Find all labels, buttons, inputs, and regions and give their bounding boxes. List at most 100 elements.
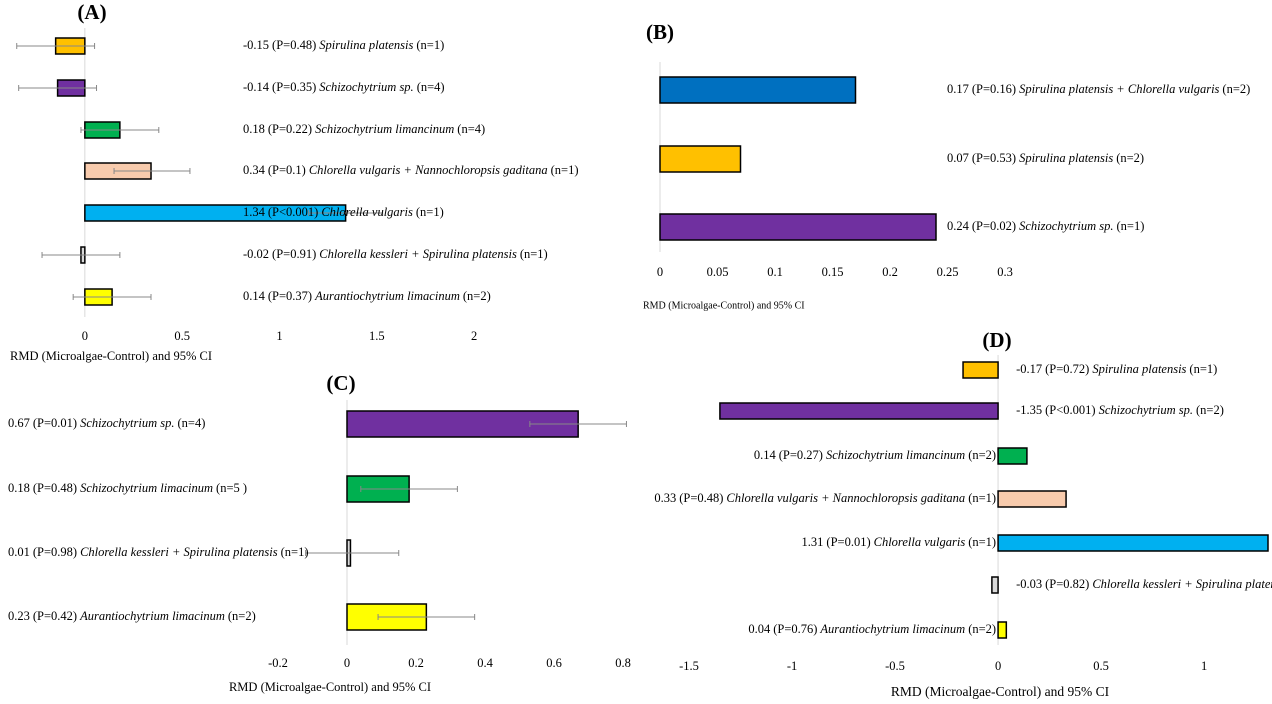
n-label: (n=2) [1222, 82, 1250, 96]
n-label: (n=1) [520, 247, 548, 261]
bar-label: -0.15 (P=0.48) Spirulina platensis (n=1) [243, 38, 444, 52]
bar-label: -0.17 (P=0.72) Spirulina platensis (n=1) [1016, 362, 1217, 376]
value-label: 0.01 [8, 545, 30, 559]
value-label: 0.23 [8, 609, 30, 623]
p-value: (P=0.48) [272, 38, 316, 52]
bar-label: 0.18 (P=0.48) Schizochytrium limacinum (n=5… [8, 481, 247, 495]
n-label: (n=1) [968, 491, 996, 505]
n-label: (n=2) [968, 622, 996, 636]
p-value: (P=0.91) [272, 247, 316, 261]
species: Spirulina platensis + Chlorella vulgaris [1019, 82, 1219, 96]
species: Chlorella kessleri + Spirulina platensis [319, 247, 517, 261]
bar-label: 0.33 (P=0.48) Chlorella vulgaris + Nannoch… [654, 491, 996, 505]
species: Chlorella kessleri + Spirulina platensis [1092, 577, 1272, 591]
bar-label: 1.31 (P=0.01) Chlorella vulgaris (n=1) [802, 535, 997, 549]
n-label: (n=1) [281, 545, 309, 559]
species: Chlorella vulgaris + Nannochloropsis gad… [309, 163, 548, 177]
p-value: (P<0.001) [1045, 403, 1095, 417]
p-value: (P=0.98) [33, 545, 77, 559]
p-value: (P=0.35) [272, 80, 316, 94]
species: Schizochytrium limacinum [80, 481, 213, 495]
value-label: 1.34 [243, 205, 266, 219]
bar-label: 0.67 (P=0.01) Schizochytrium sp. (n=4) [8, 416, 205, 430]
n-label: (n=4) [417, 80, 445, 94]
species: Chlorella kessleri + Spirulina platensis [80, 545, 278, 559]
error-bar [113, 168, 191, 174]
error-bar [80, 127, 160, 133]
bar-label: 0.01 (P=0.98) Chlorella kessleri + Spiruli… [8, 545, 309, 559]
x-tick-label: -1.5 [679, 659, 699, 673]
x-tick-label: 0.25 [937, 265, 959, 279]
value-label: -0.03 [1016, 577, 1042, 591]
p-value: (P=0.48) [679, 491, 723, 505]
species: Spirulina platensis [1092, 362, 1186, 376]
bar [997, 621, 1008, 639]
error-bar [16, 43, 96, 49]
p-value: (P=0.27) [779, 448, 823, 462]
n-label: (n=4) [457, 122, 485, 136]
value-label: 0.18 [243, 122, 265, 136]
value-label: 0.34 [243, 163, 266, 177]
x-tick-label: 0 [995, 659, 1001, 673]
bar-label: 0.14 (P=0.27) Schizochytrium limancinum (n=… [754, 448, 996, 462]
error-bar [308, 210, 384, 216]
panel-title: (C) [326, 371, 355, 395]
x-tick-label: 1 [276, 329, 282, 343]
x-tick-label: 0.8 [615, 656, 631, 670]
value-label: 1.31 [802, 535, 824, 549]
species: Aurantiochytrium limacinum [314, 289, 460, 303]
bar [991, 576, 999, 594]
n-label: (n=2) [463, 289, 491, 303]
n-label: (n=2) [228, 609, 256, 623]
bar [659, 76, 857, 104]
panel-title: (D) [982, 328, 1011, 352]
bar-label: -0.03 (P=0.82) Chlorella kessleri + Spirul… [1016, 577, 1272, 591]
error-bar [41, 252, 121, 258]
bar-label: -0.14 (P=0.35) Schizochytrium sp. (n=4) [243, 80, 445, 94]
species: Chlorella vulgaris + Nannochloropsis gad… [726, 491, 965, 505]
n-label: (n=1) [968, 535, 996, 549]
error-bar [529, 421, 627, 427]
bar-label: 1.34 (P<0.001) Chlorella vulgaris (n=1) [243, 205, 444, 219]
x-tick-label: 0.2 [408, 656, 424, 670]
value-label: 0.33 [654, 491, 676, 505]
error-bar [360, 486, 458, 492]
x-tick-label: 0.5 [174, 329, 190, 343]
n-label: (n=1) [1189, 362, 1217, 376]
value-label: -0.02 [243, 247, 269, 261]
p-value: (P=0.82) [1045, 577, 1089, 591]
p-value: (P=0.16) [972, 82, 1016, 96]
x-tick-label: 0.5 [1093, 659, 1109, 673]
p-value: (P=0.01) [33, 416, 77, 430]
x-tick-label: 0 [344, 656, 350, 670]
value-label: 0.24 [947, 219, 970, 233]
value-label: 0.67 [8, 416, 30, 430]
x-tick-label: 1 [1201, 659, 1207, 673]
x-tick-label: 0.1 [767, 265, 783, 279]
bar-label: 0.24 (P=0.02) Schizochytrium sp. (n=1) [947, 219, 1144, 233]
p-value: (P=0.02) [972, 219, 1016, 233]
p-value: (P=0.53) [972, 151, 1016, 165]
bar-label: 0.34 (P=0.1) Chlorella vulgaris + Nannochl… [243, 163, 578, 177]
n-label: (n=2) [1116, 151, 1144, 165]
species: Schizochytrium sp. [319, 80, 413, 94]
bar-label: 0.18 (P=0.22) Schizochytrium limancinum (n=… [243, 122, 485, 136]
n-label: (n=2) [968, 448, 996, 462]
species: Spirulina platensis [1019, 151, 1113, 165]
panel-title: (A) [77, 0, 106, 24]
species: Aurantiochytrium limacinum [79, 609, 225, 623]
value-label: 0.14 [754, 448, 777, 462]
p-value: (P=0.37) [268, 289, 312, 303]
bar [659, 145, 742, 173]
bar-label: 0.07 (P=0.53) Spirulina platensis (n=2) [947, 151, 1144, 165]
bar-label: 0.17 (P=0.16) Spirulina platensis + Chlore… [947, 82, 1250, 96]
axis-title: RMD (Microalgae-Control) and 95% CI [10, 349, 212, 363]
x-tick-label: 0.15 [822, 265, 844, 279]
axis-title: RMD (Microalgae-Control) and 95% CI [643, 300, 805, 311]
bar [997, 534, 1269, 552]
p-value: (P=0.48) [33, 481, 77, 495]
value-label: 0.14 [243, 289, 266, 303]
x-tick-label: 0.3 [997, 265, 1013, 279]
axis-title: RMD (Microalgae-Control) and 95% CI [891, 684, 1110, 699]
error-bar [305, 550, 400, 556]
